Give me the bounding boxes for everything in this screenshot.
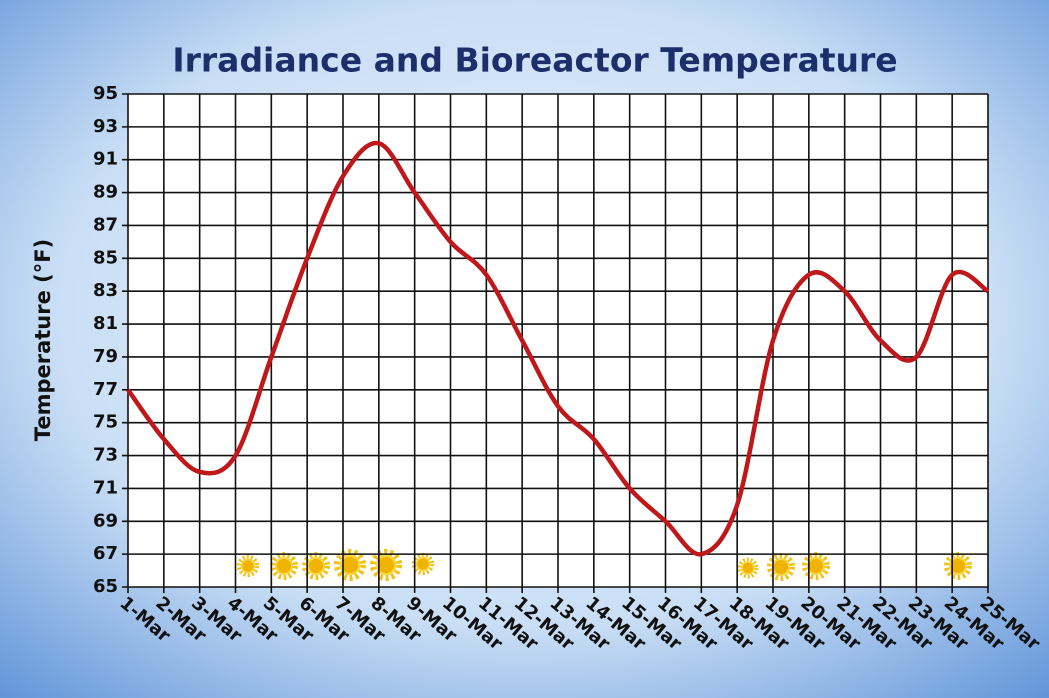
y-tick-label: 83 [93,280,118,301]
y-tick-label: 91 [93,149,118,170]
y-tick-label: 85 [93,247,118,268]
y-tick-label: 87 [93,214,118,235]
y-tick-label: 73 [93,445,118,466]
y-tick-label: 93 [93,116,118,137]
y-tick-label: 89 [93,182,118,203]
y-tick-label: 71 [93,477,118,498]
y-tick-label: 77 [93,379,118,400]
y-tick-label: 67 [93,543,118,564]
y-tick-label: 95 [93,83,118,104]
temperature-line [126,140,990,557]
y-tick-label: 69 [93,510,118,531]
y-tick-label: 65 [93,576,118,597]
y-tick-label: 75 [93,412,118,433]
y-axis-label: Temperature (°F) [31,239,55,441]
y-tick-label: 81 [93,313,118,334]
chart-title: Irradiance and Bioreactor Temperature [172,41,897,80]
y-tick-label: 79 [93,346,118,367]
